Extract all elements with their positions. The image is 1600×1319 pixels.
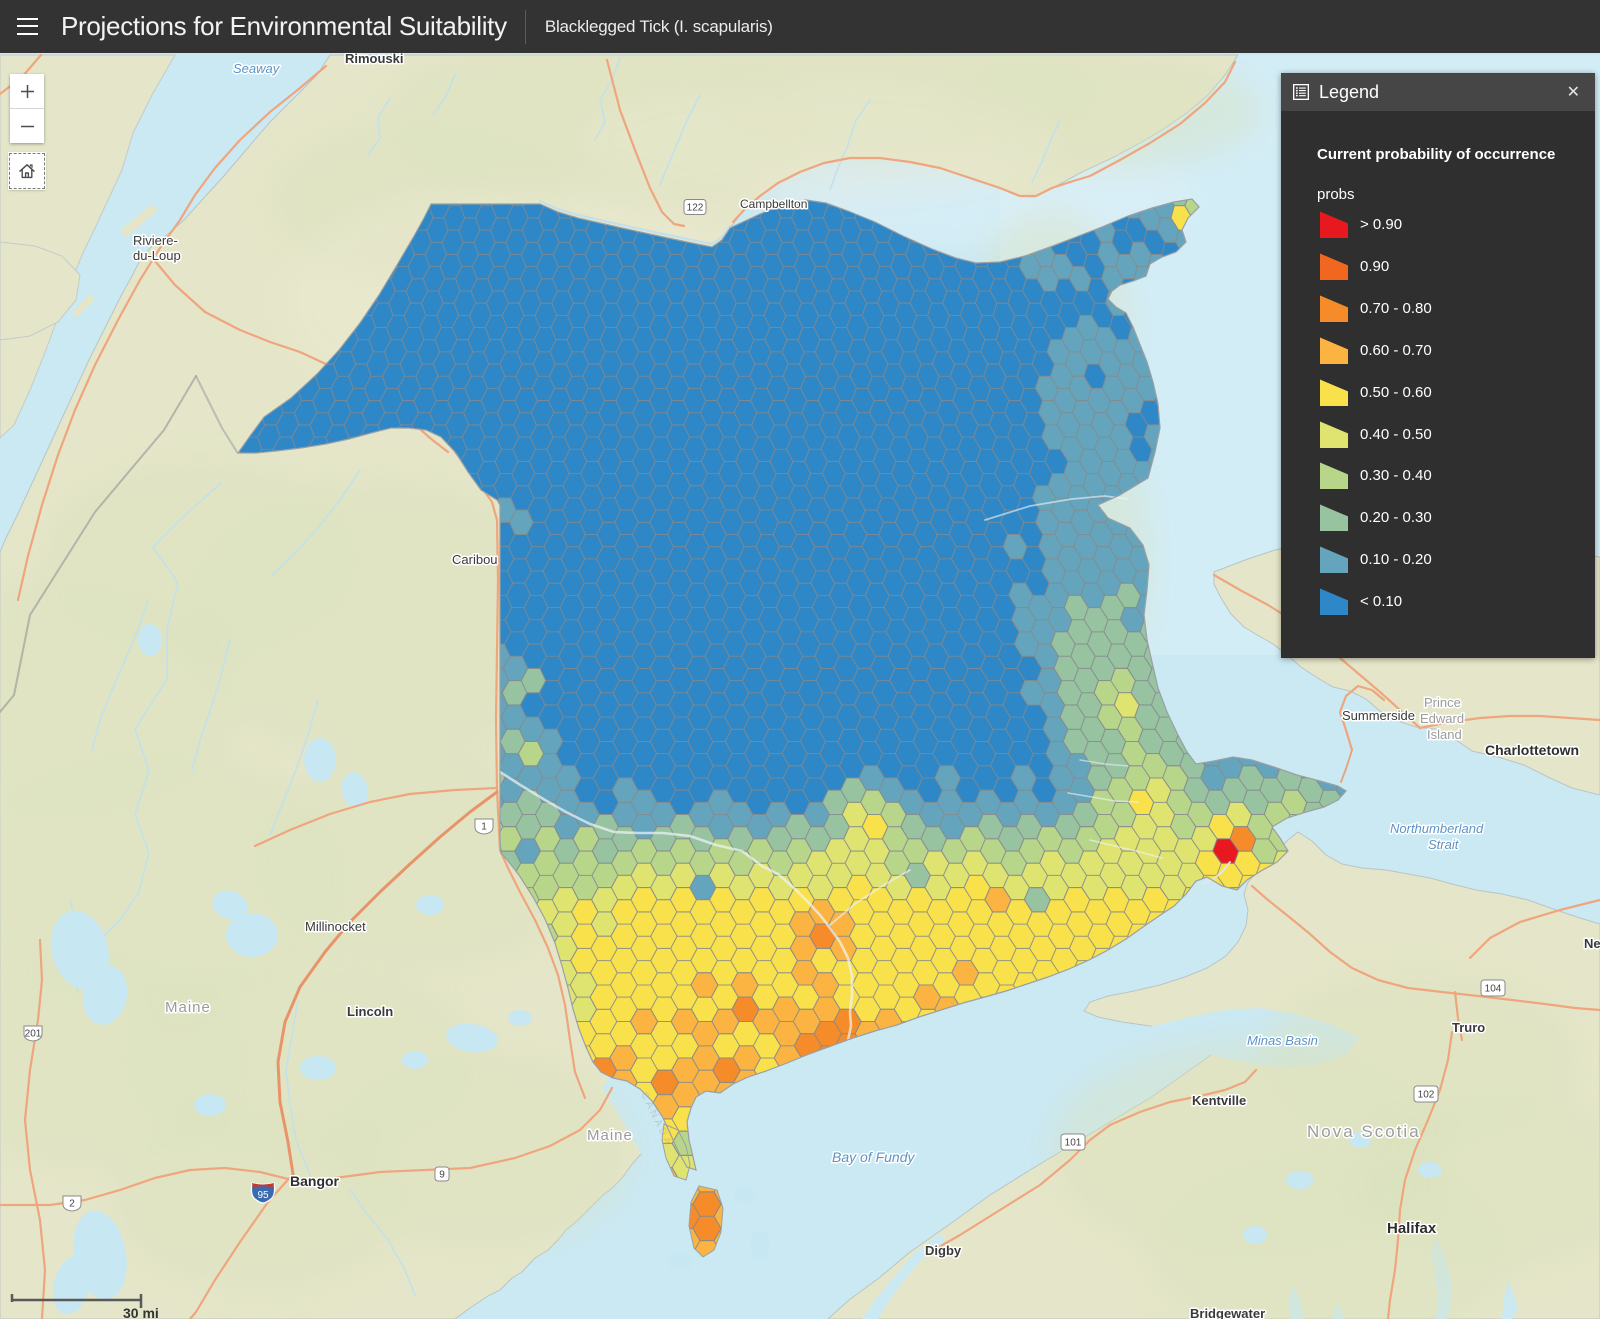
svg-text:Maine: Maine xyxy=(587,1127,633,1144)
svg-text:Lincoln: Lincoln xyxy=(347,1004,393,1019)
svg-text:Edward: Edward xyxy=(1420,711,1464,726)
svg-text:Seaway: Seaway xyxy=(233,61,281,76)
svg-text:Minas Basin: Minas Basin xyxy=(1247,1033,1318,1048)
svg-text:Kentville: Kentville xyxy=(1192,1093,1246,1108)
svg-text:Rimouski: Rimouski xyxy=(345,51,404,66)
svg-text:2: 2 xyxy=(69,1199,75,1210)
svg-text:Nova Scotia: Nova Scotia xyxy=(1307,1122,1421,1141)
svg-text:201: 201 xyxy=(25,1029,42,1040)
svg-text:Island: Island xyxy=(1427,727,1462,742)
svg-text:95: 95 xyxy=(257,1190,269,1201)
svg-text:Ne: Ne xyxy=(1584,936,1600,951)
svg-text:Caribou: Caribou xyxy=(452,552,498,567)
svg-text:Halifax: Halifax xyxy=(1387,1220,1437,1237)
svg-text:Bridgewater: Bridgewater xyxy=(1190,1306,1265,1319)
svg-text:102: 102 xyxy=(1418,1090,1435,1101)
svg-text:Northumberland: Northumberland xyxy=(1390,821,1484,836)
svg-text:Riviere-: Riviere- xyxy=(133,233,178,248)
svg-text:Digby: Digby xyxy=(925,1243,962,1258)
svg-text:101: 101 xyxy=(1065,1138,1082,1149)
svg-text:122: 122 xyxy=(687,203,704,214)
svg-text:Strait: Strait xyxy=(1428,837,1460,852)
svg-text:Bangor: Bangor xyxy=(290,1173,340,1189)
svg-text:Maine: Maine xyxy=(165,999,211,1016)
svg-text:Truro: Truro xyxy=(1452,1020,1485,1035)
svg-text:Millinocket: Millinocket xyxy=(305,919,366,934)
svg-text:Summerside: Summerside xyxy=(1342,708,1415,723)
svg-text:Prince: Prince xyxy=(1424,695,1461,710)
svg-text:Bay of Fundy: Bay of Fundy xyxy=(832,1149,915,1165)
svg-text:104: 104 xyxy=(1485,984,1502,995)
svg-text:30 mi: 30 mi xyxy=(123,1305,159,1319)
svg-text:1: 1 xyxy=(481,822,487,833)
svg-text:Charlottetown: Charlottetown xyxy=(1485,742,1579,758)
svg-text:9: 9 xyxy=(439,1170,445,1181)
svg-text:du-Loup: du-Loup xyxy=(133,248,181,263)
svg-text:Campbellton: Campbellton xyxy=(740,197,807,211)
